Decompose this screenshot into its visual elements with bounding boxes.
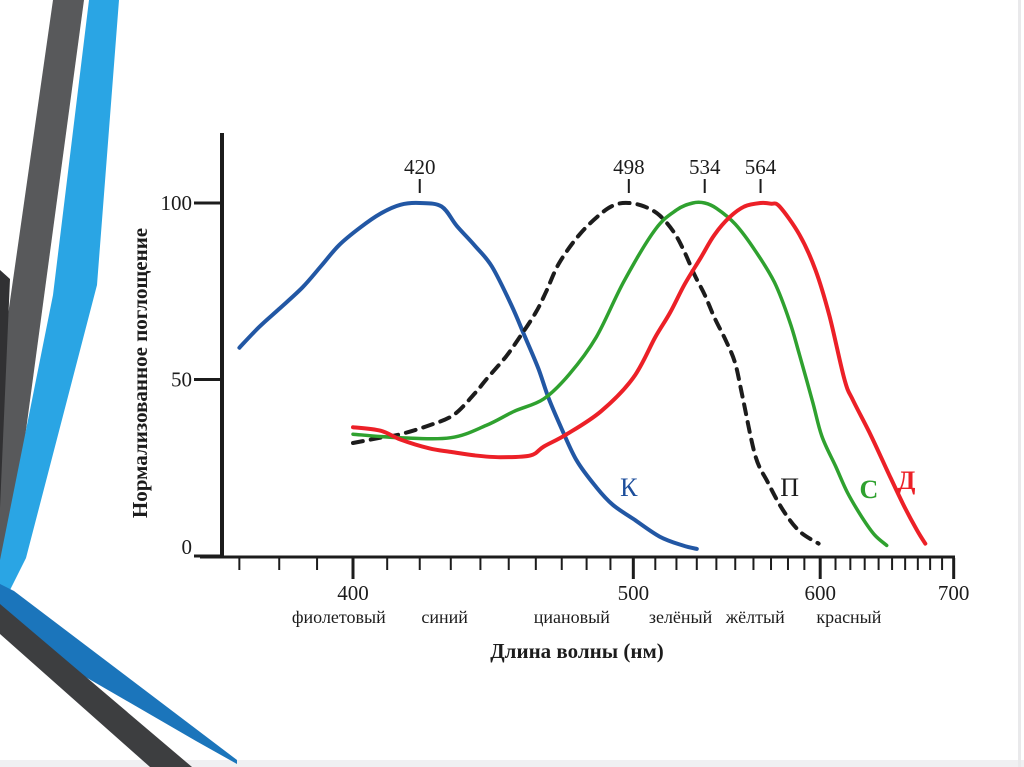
band-label-3: зелёный [649,607,713,627]
decor-black-sliver [0,270,10,508]
band-label-2: циановый [534,607,610,627]
curve-К [237,200,699,551]
y-axis-title: Нормализованное поглощение [128,228,152,518]
x-tick-label-600: 600 [804,581,836,605]
x-tick-label-700: 700 [938,581,970,605]
curve-label-К: К [620,473,638,502]
x-axis-title: Длина волны (нм) [490,639,664,663]
peak-label-564: 564 [745,155,777,179]
curve-П [351,200,821,546]
curve-С [351,200,889,548]
slide-right-edge-line [1018,0,1021,767]
decor-dark-gray-band [0,604,192,767]
peak-label-420: 420 [404,155,436,179]
curve-label-С: С [860,475,879,504]
curve-label-П: П [780,473,799,502]
curve-Д [351,200,928,546]
x-tick-label-400: 400 [337,581,369,605]
band-label-5: красный [816,607,881,627]
slide-bottom-strip [0,760,1024,767]
peak-label-498: 498 [613,155,645,179]
band-label-4: жёлтый [725,607,785,627]
curve-label-Д: Д [897,466,915,495]
peak-label-534: 534 [689,155,721,179]
y-tick-label-100: 100 [161,191,193,215]
y-tick-label-0: 0 [182,535,193,559]
x-tick-label-500: 500 [618,581,650,605]
band-label-0: фиолетовый [292,607,386,627]
decor-blue-stripe [0,0,119,594]
decor-dark-blue-band [0,584,237,764]
band-label-1: синий [421,607,468,627]
y-tick-label-50: 50 [171,368,192,392]
